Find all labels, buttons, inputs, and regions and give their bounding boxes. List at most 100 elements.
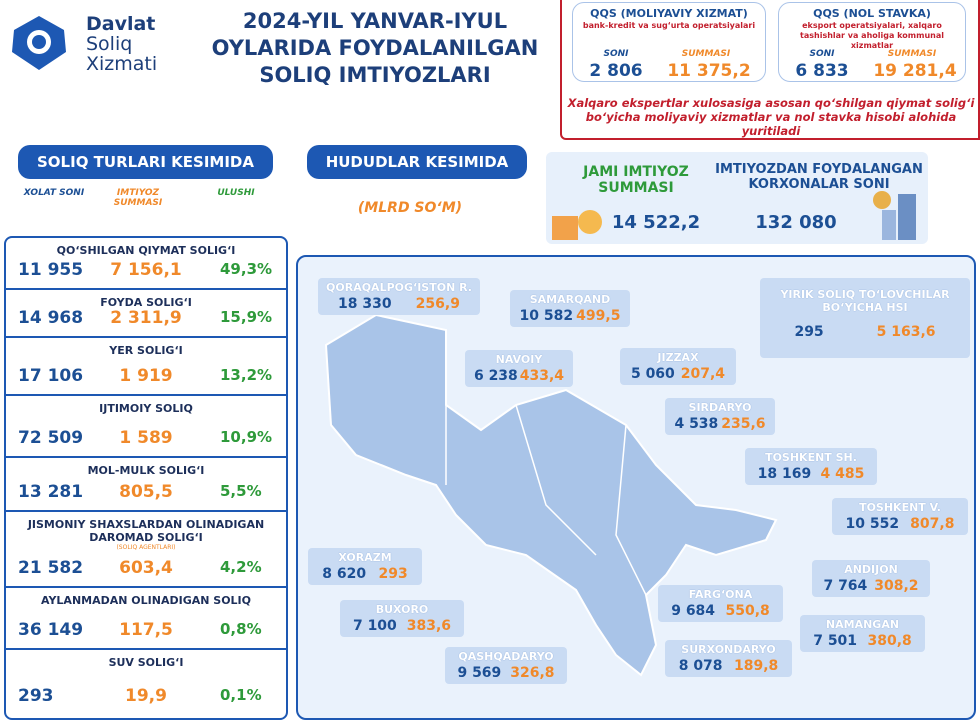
region-name: SAMARQAND	[529, 293, 611, 306]
region-sum: 433,4	[519, 368, 565, 384]
tax-sum: 603,4	[119, 558, 173, 578]
column-header: IMTIYOZ SUMMASI	[113, 188, 163, 208]
tax-sum: 805,5	[119, 482, 173, 502]
region-box: NAVOIY 6 238 433,4	[465, 350, 573, 387]
region-name: BUXORO	[375, 603, 429, 616]
tax-row: JISMONIY SHAXSLARDAN OLINADIGAN DAROMAD …	[6, 512, 286, 588]
region-name: SURXONDARYO	[681, 643, 776, 656]
region-sum: 380,8	[867, 633, 912, 649]
title-line: OYLARIDA FOYDALANILGAN	[211, 36, 539, 60]
qqs-title: QQS (MOLIYAVIY XIZMAT)	[590, 7, 748, 20]
tax-name: MOL-MULK SOLIG‘I	[87, 464, 205, 477]
count-label: SONI	[809, 49, 835, 59]
map-shape	[324, 313, 778, 677]
region-box: QASHQADARYO 9 569 326,8	[445, 647, 567, 684]
region-name: NAVOIY	[495, 353, 543, 366]
region-values: 5 060 207,4	[628, 366, 728, 382]
qqs-frame	[560, 0, 980, 140]
qqs-subtitle: eksport operatsiyalari, xalqaro tashishl…	[800, 21, 944, 50]
tax-sum: 19,9	[125, 686, 167, 706]
region-count: 4 538	[674, 416, 719, 432]
tax-count: 17 106	[18, 366, 84, 386]
tax-sum: 7 156,1	[110, 260, 182, 280]
region-box: JIZZAX 5 060 207,4	[620, 348, 736, 385]
region-box: ANDIJON 7 764 308,2	[812, 560, 930, 597]
tax-share: 13,2%	[220, 366, 273, 384]
title-line: SOLIQ IMTIYOZLARI	[259, 63, 491, 87]
region-box: QORAQALPOG‘ISTON R. 18 330 256,9	[318, 278, 480, 315]
region-box: SIRDARYO 4 538 235,6	[665, 398, 775, 435]
tax-count: 11 955	[18, 260, 84, 280]
sum: 11 375,2	[667, 61, 751, 81]
tax-share: 5,5%	[220, 482, 262, 500]
region-name: NAMANGAN	[825, 618, 900, 631]
region-sum: 550,8	[725, 603, 770, 619]
tax-count: 72 509	[18, 428, 84, 448]
region-values: 9 569 326,8	[453, 665, 559, 681]
logo-line: Xizmati	[86, 53, 158, 75]
tax-share: 0,1%	[220, 686, 262, 704]
region-count: 295	[794, 324, 824, 340]
region-name: XORAZM	[338, 551, 392, 564]
tax-share: 49,3%	[220, 260, 273, 278]
region-box: YIRIK SOLIQ TO‘LOVCHILAR BO‘YICHA HSI 295…	[760, 278, 970, 358]
region-values: 9 684 550,8	[666, 603, 775, 619]
tax-note: (SOLIQ AGENTLARI)	[116, 544, 176, 551]
column-header: ULUSHI	[217, 188, 255, 198]
region-box: XORAZM 8 620 293	[308, 548, 422, 585]
totals-box: JAMI IMTIYOZ SUMMASI 14 522,2 IMTIYOZDAN…	[546, 152, 928, 244]
region-sum: 499,5	[576, 308, 621, 324]
total-sum-label: JAMI IMTIYOZ SUMMASI	[583, 164, 689, 196]
region-values: 7 764 308,2	[820, 578, 922, 594]
tax-count: 14 968	[18, 308, 84, 328]
region-sum: 807,8	[910, 516, 955, 532]
map	[324, 313, 778, 677]
column-header: XOLAT SONI	[23, 188, 85, 198]
tax-sum: 1 589	[119, 428, 173, 448]
region-count: 9 569	[457, 665, 502, 681]
region-box: TOSHKENT V. 10 552 807,8	[832, 498, 968, 535]
sum-label: SUMMASI	[887, 49, 937, 59]
region-sum: 308,2	[874, 578, 919, 594]
region-values: 10 582 499,5	[518, 308, 622, 324]
sum: 19 281,4	[873, 61, 957, 81]
total-count: 132 080	[755, 212, 837, 233]
section-heading: SOLIQ TURLARI KESIMIDA	[18, 145, 273, 179]
tax-name: JISMONIY SHAXSLARDAN OLINADIGAN DAROMAD …	[27, 518, 265, 544]
region-count: 10 552	[845, 516, 900, 532]
region-sum: 383,6	[406, 618, 452, 634]
sum-label: SUMMASI	[681, 49, 731, 59]
region-sum: 326,8	[510, 665, 555, 681]
region-values: 7 501 380,8	[808, 633, 917, 649]
count-label: SONI	[603, 49, 629, 59]
region-box: TOSHKENT SH. 18 169 4 485	[745, 448, 877, 485]
region-sum: 235,6	[721, 416, 766, 432]
region-count: 18 330	[338, 296, 392, 312]
total-count-label: IMTIYOZDAN FOYDALANGAN KORXONALAR SONI	[715, 162, 923, 192]
tax-row: MOL-MULK SOLIG‘I 13 281 805,5 5,5%	[6, 458, 286, 512]
region-name: ANDIJON	[844, 563, 898, 576]
region-box: BUXORO 7 100 383,6	[340, 600, 464, 637]
tax-name: YER SOLIG‘I	[109, 344, 183, 357]
region-name: QORAQALPOG‘ISTON R.	[326, 281, 472, 294]
region-sum: 5 163,6	[876, 324, 936, 340]
tax-row: SUV SOLIG‘I 293 19,9 0,1%	[6, 650, 286, 716]
qqs-box: QQS (MOLIYAVIY XIZMAT) bank-kredit va sug…	[572, 2, 766, 82]
count: 2 806	[589, 61, 643, 81]
region-box: NAMANGAN 7 501 380,8	[800, 615, 925, 652]
region-count: 8 078	[678, 658, 723, 674]
tax-row: IJTIMOIY SOLIQ 72 509 1 589 10,9%	[6, 396, 286, 458]
qqs-title: QQS (NOL STAVKA)	[813, 7, 931, 20]
region-name: FARG‘ONA	[688, 588, 753, 601]
region-box: SURXONDARYO 8 078 189,8	[665, 640, 792, 677]
tax-row: FOYDA SOLIG‘I 14 968 2 311,9 15,9%	[6, 290, 286, 338]
region-count: 10 582	[519, 308, 574, 324]
tax-name: FOYDA SOLIG‘I	[100, 296, 192, 309]
tax-sum: 1 919	[119, 366, 173, 386]
map-border	[445, 404, 647, 596]
region-name: YIRIK SOLIQ TO‘LOVCHILAR BO‘YICHA HSI	[780, 288, 950, 314]
region-name: TOSHKENT SH.	[765, 451, 857, 464]
region-count: 7 764	[823, 578, 868, 594]
region-name: QASHQADARYO	[458, 650, 554, 663]
tax-sum: 2 311,9	[110, 308, 182, 328]
